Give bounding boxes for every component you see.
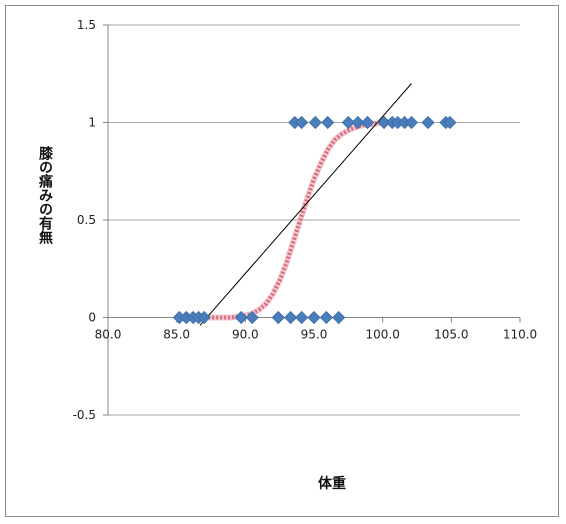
- data-point-24: [404, 115, 419, 130]
- x-tick-label-1: 85.0: [163, 328, 190, 342]
- data-point-15: [308, 115, 322, 130]
- data-point-16: [321, 115, 335, 130]
- data-point-14: [295, 115, 309, 130]
- y-axis-title: 膝の痛みの有無: [37, 146, 54, 245]
- y-tick-label-1: 0: [88, 311, 96, 325]
- data-point-25: [421, 115, 435, 130]
- data-point-5: [234, 310, 248, 325]
- data-point-12: [332, 310, 346, 325]
- data-point-7: [271, 310, 285, 325]
- data-point-4: [197, 310, 211, 325]
- data-point-9: [295, 310, 309, 325]
- x-tick-label-0: 80.0: [95, 328, 122, 342]
- data-point-8: [284, 310, 298, 325]
- data-point-17: [341, 115, 355, 130]
- linear-fit-line: [199, 83, 412, 326]
- data-point-11: [319, 310, 333, 325]
- x-tick-label-2: 90.0: [232, 328, 259, 342]
- x-tick-label-5: 105.0: [434, 328, 468, 342]
- data-point-18: [351, 115, 365, 130]
- x-tick-label-3: 95.0: [301, 328, 328, 342]
- y-tick-label-3: 1: [88, 116, 96, 130]
- data-point-6: [245, 310, 259, 325]
- y-tick-label-0: -0.5: [73, 408, 96, 422]
- x-tick-label-6: 110.0: [503, 328, 537, 342]
- x-tick-label-4: 100.0: [365, 328, 399, 342]
- data-point-10: [307, 310, 321, 325]
- y-tick-label-4: 1.5: [77, 18, 96, 32]
- x-axis-title: 体重: [318, 475, 346, 492]
- data-point-27: [443, 115, 457, 130]
- data-point-19: [360, 115, 375, 130]
- chart-frame: [5, 5, 559, 517]
- y-tick-label-2: 0.5: [77, 213, 96, 227]
